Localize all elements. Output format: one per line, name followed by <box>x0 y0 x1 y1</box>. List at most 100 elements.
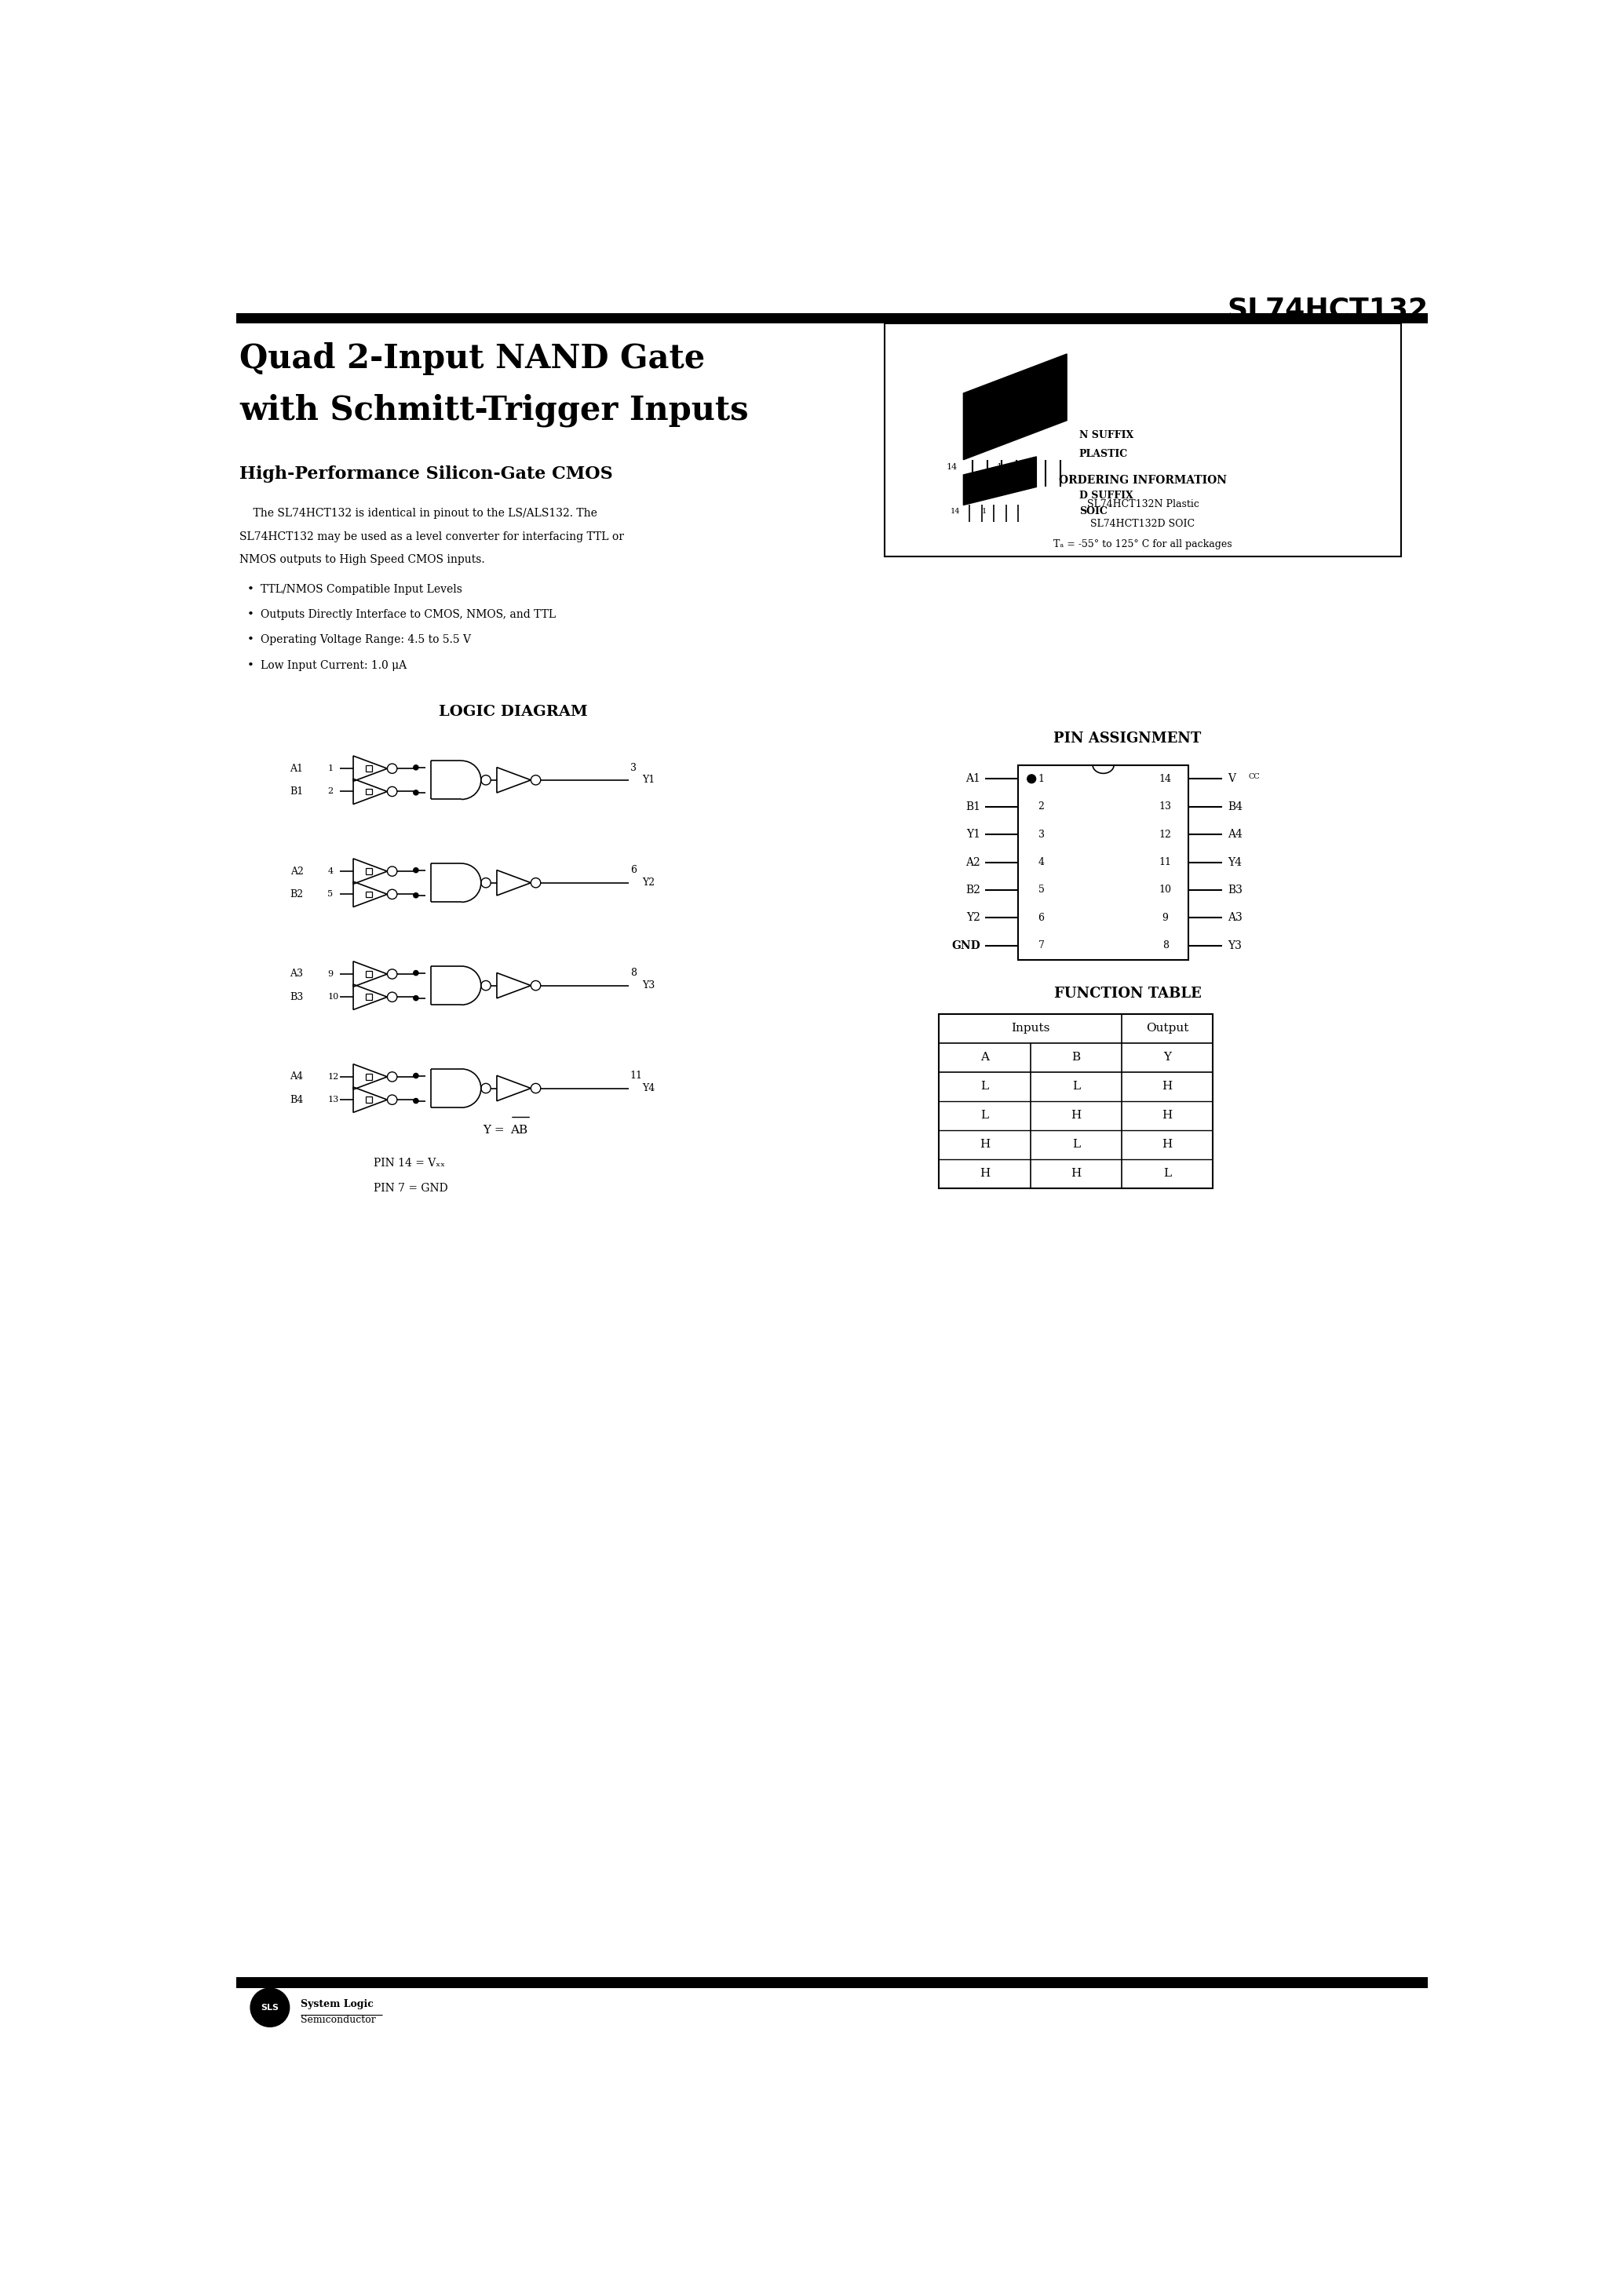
Text: A3: A3 <box>1228 913 1242 923</box>
Text: D SUFFIX: D SUFFIX <box>1078 491 1134 500</box>
Text: L: L <box>981 1111 989 1120</box>
Text: B: B <box>1072 1051 1080 1063</box>
Text: 5: 5 <box>1038 886 1044 895</box>
Text: PIN ASSIGNMENT: PIN ASSIGNMENT <box>1054 732 1202 746</box>
Text: Operating Voltage Range: 4.5 to 5.5 V: Operating Voltage Range: 4.5 to 5.5 V <box>261 633 471 645</box>
Text: A1: A1 <box>966 773 981 785</box>
Text: L: L <box>1163 1168 1171 1180</box>
Bar <box>365 971 372 978</box>
Text: AB: AB <box>510 1125 528 1136</box>
Text: A4: A4 <box>291 1072 304 1081</box>
Text: Y2: Y2 <box>966 913 981 923</box>
Text: H: H <box>979 1138 991 1150</box>
Circle shape <box>414 1074 419 1079</box>
Text: Tₐ = -55° to 125° C for all packages: Tₐ = -55° to 125° C for all packages <box>1054 539 1233 551</box>
Circle shape <box>1028 776 1036 783</box>
Text: A1: A1 <box>291 764 304 773</box>
Text: 6: 6 <box>1038 913 1044 923</box>
Text: 8: 8 <box>1163 941 1169 950</box>
Text: •: • <box>247 608 253 620</box>
Text: H: H <box>1070 1168 1082 1180</box>
Text: B1: B1 <box>289 787 304 796</box>
Circle shape <box>414 868 419 872</box>
Text: Quad 2-Input NAND Gate: Quad 2-Input NAND Gate <box>239 342 705 374</box>
Text: •: • <box>247 659 253 670</box>
Text: Inputs: Inputs <box>1010 1024 1049 1035</box>
Text: A3: A3 <box>291 968 304 980</box>
Text: 8: 8 <box>630 968 637 978</box>
Text: Low Input Current: 1.0 μA: Low Input Current: 1.0 μA <box>261 659 408 670</box>
Text: 14: 14 <box>1160 773 1171 785</box>
Text: 1: 1 <box>1038 773 1044 785</box>
Text: B3: B3 <box>1228 884 1242 895</box>
Bar <box>365 767 372 771</box>
Text: 10: 10 <box>328 994 339 1001</box>
Circle shape <box>414 789 419 794</box>
Text: A2: A2 <box>966 856 981 868</box>
Bar <box>237 312 1427 324</box>
Text: ORDERING INFORMATION: ORDERING INFORMATION <box>1059 475 1226 487</box>
Bar <box>1018 764 1189 959</box>
Text: 13: 13 <box>328 1095 339 1104</box>
Text: H: H <box>979 1168 991 1180</box>
Bar <box>365 868 372 874</box>
Text: Y4: Y4 <box>1228 856 1242 868</box>
Text: Y4: Y4 <box>641 1083 654 1092</box>
Text: System Logic: System Logic <box>300 1999 374 2008</box>
Text: V: V <box>1228 773 1236 785</box>
Text: 14: 14 <box>947 464 957 470</box>
Text: 1: 1 <box>328 764 333 773</box>
Text: PIN 14 = Vₓₓ: PIN 14 = Vₓₓ <box>374 1157 445 1168</box>
Text: 12: 12 <box>328 1072 339 1081</box>
Text: B1: B1 <box>966 801 981 812</box>
Text: 4: 4 <box>328 868 333 874</box>
Text: 9: 9 <box>328 971 333 978</box>
Text: 9: 9 <box>1163 913 1168 923</box>
Text: Y1: Y1 <box>966 828 981 840</box>
Text: 13: 13 <box>1160 801 1171 812</box>
Text: NMOS outputs to High Speed CMOS inputs.: NMOS outputs to High Speed CMOS inputs. <box>239 553 486 565</box>
Text: B2: B2 <box>966 884 981 895</box>
Text: PLASTIC: PLASTIC <box>1078 448 1127 459</box>
Text: B2: B2 <box>291 888 304 900</box>
Bar <box>365 994 372 1001</box>
Bar <box>885 324 1402 555</box>
Polygon shape <box>963 457 1036 505</box>
Text: B4: B4 <box>1228 801 1242 812</box>
Text: 2: 2 <box>1038 801 1044 812</box>
Text: N SUFFIX: N SUFFIX <box>1078 431 1134 441</box>
Text: Y3: Y3 <box>1228 941 1242 950</box>
Text: •: • <box>247 583 253 594</box>
Text: H: H <box>1163 1081 1173 1092</box>
Text: 14: 14 <box>950 507 960 514</box>
Text: 1: 1 <box>981 507 986 514</box>
Text: B3: B3 <box>289 991 304 1003</box>
Bar <box>365 1097 372 1102</box>
Text: A2: A2 <box>291 865 304 877</box>
Text: •: • <box>247 633 253 645</box>
Text: 4: 4 <box>1038 856 1044 868</box>
Text: L: L <box>1072 1138 1080 1150</box>
Text: with Schmitt-Trigger Inputs: with Schmitt-Trigger Inputs <box>239 392 749 427</box>
Text: A4: A4 <box>1228 828 1242 840</box>
Circle shape <box>414 893 419 897</box>
Text: FUNCTION TABLE: FUNCTION TABLE <box>1054 987 1202 1001</box>
Text: The SL74HCT132 is identical in pinout to the LS/ALS132. The: The SL74HCT132 is identical in pinout to… <box>239 507 598 519</box>
Bar <box>237 1978 1427 1987</box>
Text: SOIC: SOIC <box>1078 505 1108 516</box>
Text: Y2: Y2 <box>641 877 654 888</box>
Text: Y1: Y1 <box>641 776 654 785</box>
Bar <box>365 890 372 897</box>
Text: SL74HCT132D SOIC: SL74HCT132D SOIC <box>1091 519 1195 530</box>
Text: A: A <box>981 1051 989 1063</box>
Circle shape <box>414 996 419 1001</box>
Text: High-Performance Silicon-Gate CMOS: High-Performance Silicon-Gate CMOS <box>239 466 612 482</box>
Text: 10: 10 <box>1160 886 1171 895</box>
Text: H: H <box>1070 1111 1082 1120</box>
Text: Output: Output <box>1147 1024 1189 1035</box>
Text: 12: 12 <box>1160 828 1171 840</box>
Circle shape <box>250 1987 289 2026</box>
Text: SL74HCT132N Plastic: SL74HCT132N Plastic <box>1086 498 1199 509</box>
Polygon shape <box>963 353 1067 459</box>
Bar <box>365 1074 372 1079</box>
